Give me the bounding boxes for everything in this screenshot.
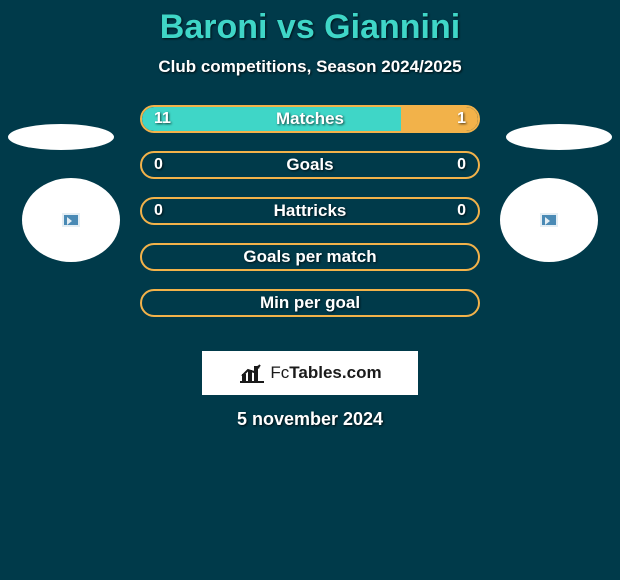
brand-prefix: Fc <box>270 363 289 382</box>
comparison-card: Baroni vs Giannini Club competitions, Se… <box>0 0 620 580</box>
stat-value-right: 1 <box>457 110 466 128</box>
stat-left-bar <box>142 107 401 131</box>
stat-label: Min per goal <box>260 293 360 313</box>
brand-footer: FcTables.com <box>202 351 418 395</box>
stats-container: 111Matches00Goals00HattricksGoals per ma… <box>0 105 620 335</box>
stat-row: 0 0 Hattricks <box>140 197 480 225</box>
stat-value-left: 11 <box>154 110 171 128</box>
stat-label: Goals <box>286 155 333 175</box>
stat-label: Matches <box>276 109 344 129</box>
stat-value-right: 0 <box>457 156 466 174</box>
stat-value-right: 0 <box>457 202 466 220</box>
date-text: 5 november 2024 <box>0 409 620 430</box>
chart-icon <box>238 362 266 384</box>
stat-row: 111Matches <box>140 105 480 133</box>
brand-suffix: Tables.com <box>289 363 381 382</box>
stat-row: Min per goal <box>140 289 480 317</box>
stat-label: Hattricks <box>274 201 347 221</box>
stat-label: Goals per match <box>243 247 376 267</box>
stat-row: 0 0 Goals <box>140 151 480 179</box>
brand-logo: FcTables.com <box>238 362 381 384</box>
stat-value-left: 0 <box>154 156 163 174</box>
subtitle: Club competitions, Season 2024/2025 <box>0 57 620 77</box>
stat-right-bar <box>401 107 478 131</box>
stat-value-left: 0 <box>154 202 163 220</box>
stat-row: Goals per match <box>140 243 480 271</box>
brand-text: FcTables.com <box>270 363 381 383</box>
page-title: Baroni vs Giannini <box>0 0 620 47</box>
